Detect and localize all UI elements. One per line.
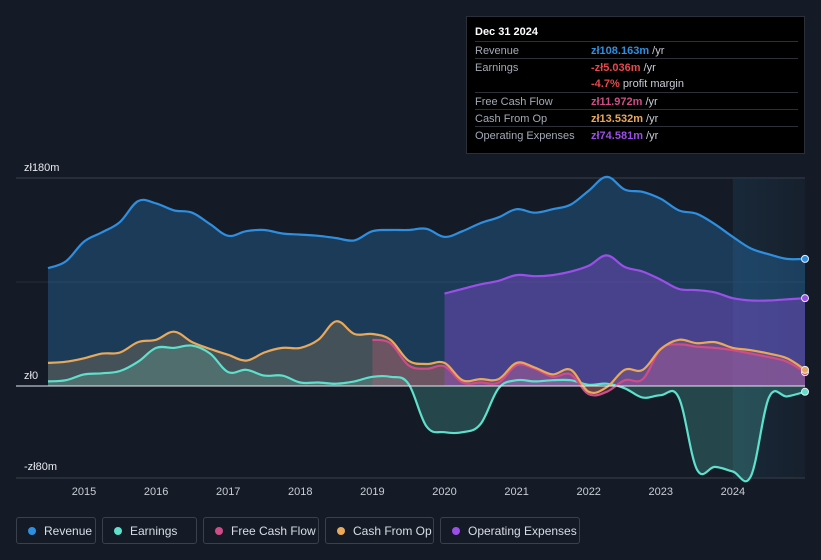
tooltip-date: Dec 31 2024	[475, 26, 538, 38]
tooltip-label: Earnings	[475, 62, 519, 74]
operating-expenses-end-marker	[801, 294, 809, 303]
x-tick-label: 2024	[721, 486, 745, 498]
earnings-end-marker	[801, 387, 809, 396]
tooltip-row-revenue: Revenue zł108.163m /yr	[475, 41, 798, 59]
tooltip-row-earnings: Earnings -zł5.036m /yr	[475, 58, 798, 76]
series-areas	[48, 176, 805, 482]
x-tick-label: 2016	[144, 486, 168, 498]
forecast-shade	[732, 178, 805, 478]
cash-from-op-end-marker	[801, 365, 809, 374]
legend-label: Revenue	[44, 524, 93, 538]
y-axis-labels: zł180m zł0 -zł80m	[24, 162, 59, 473]
cash-from-op-line	[47, 320, 806, 395]
forecast-region	[732, 178, 805, 478]
tooltip-value: -4.7% profit margin	[591, 78, 684, 90]
tooltip-row-margin: -4.7% profit margin	[475, 75, 798, 92]
series-lines	[16, 175, 806, 483]
legend-dot-icon	[28, 527, 36, 535]
tooltip-label: Free Cash Flow	[475, 96, 553, 108]
x-tick-label: 2022	[576, 486, 600, 498]
operating-expenses-area	[444, 255, 805, 386]
tooltip-label: Operating Expenses	[475, 130, 575, 142]
x-axis-labels: 2015 2016 2017 2018 2019 2020 2021 2022 …	[72, 486, 745, 498]
tooltip-row-fcf: Free Cash Flow zł11.972m /yr	[475, 92, 798, 110]
y-tick-label: -zł80m	[24, 461, 57, 473]
x-tick-label: 2023	[649, 486, 673, 498]
x-tick-label: 2015	[72, 486, 96, 498]
tooltip-value: zł13.532m /yr	[591, 113, 659, 125]
x-tick-label: 2018	[288, 486, 312, 498]
x-tick-label: 2019	[360, 486, 384, 498]
y-tick-label: zł180m	[24, 162, 59, 174]
revenue-line	[47, 175, 806, 270]
earnings-area	[48, 345, 805, 482]
x-tick-label: 2021	[504, 486, 528, 498]
legend-item-free-cash-flow[interactable]: Free Cash Flow	[203, 517, 319, 544]
legend-dot-icon	[337, 527, 345, 535]
tooltip-value: zł74.581m /yr	[591, 130, 659, 142]
tooltip-value: -zł5.036m /yr	[591, 62, 656, 74]
legend-label: Operating Expenses	[468, 524, 577, 538]
series-end-markers	[801, 254, 809, 396]
tooltip-value: zł108.163m /yr	[591, 45, 665, 57]
tooltip-value: zł11.972m /yr	[591, 96, 658, 108]
cash-from-op-area	[48, 321, 805, 393]
legend-item-revenue[interactable]: Revenue	[16, 517, 96, 544]
data-tooltip: Dec 31 2024 Revenue zł108.163m /yr Earni…	[466, 16, 805, 154]
gridlines	[16, 177, 805, 479]
earnings-line	[47, 344, 806, 483]
legend-dot-icon	[114, 527, 122, 535]
legend-label: Earnings	[130, 524, 178, 538]
legend-dot-icon	[452, 527, 460, 535]
revenue-end-marker	[801, 254, 809, 263]
free-cash-flow-area	[372, 339, 805, 396]
legend-dot-icon	[215, 527, 223, 535]
operating-expenses-line	[444, 254, 806, 302]
revenue-area	[48, 176, 805, 386]
tooltip-row-opex: Operating Expenses zł74.581m /yr	[475, 126, 798, 144]
y-tick-label: zł0	[24, 370, 38, 382]
x-tick-label: 2017	[216, 486, 240, 498]
tooltip-label: Cash From Op	[475, 113, 548, 125]
free-cash-flow-line	[372, 338, 806, 397]
x-tick-label: 2020	[432, 486, 456, 498]
legend-item-earnings[interactable]: Earnings	[102, 517, 197, 544]
legend-item-cash-from-op[interactable]: Cash From Op	[325, 517, 434, 544]
legend-item-operating-expenses[interactable]: Operating Expenses	[440, 517, 580, 544]
tooltip-label: Revenue	[475, 45, 520, 57]
legend-label: Cash From Op	[353, 524, 432, 538]
tooltip-row-cfo: Cash From Op zł13.532m /yr	[475, 109, 798, 127]
legend-label: Free Cash Flow	[231, 524, 316, 538]
